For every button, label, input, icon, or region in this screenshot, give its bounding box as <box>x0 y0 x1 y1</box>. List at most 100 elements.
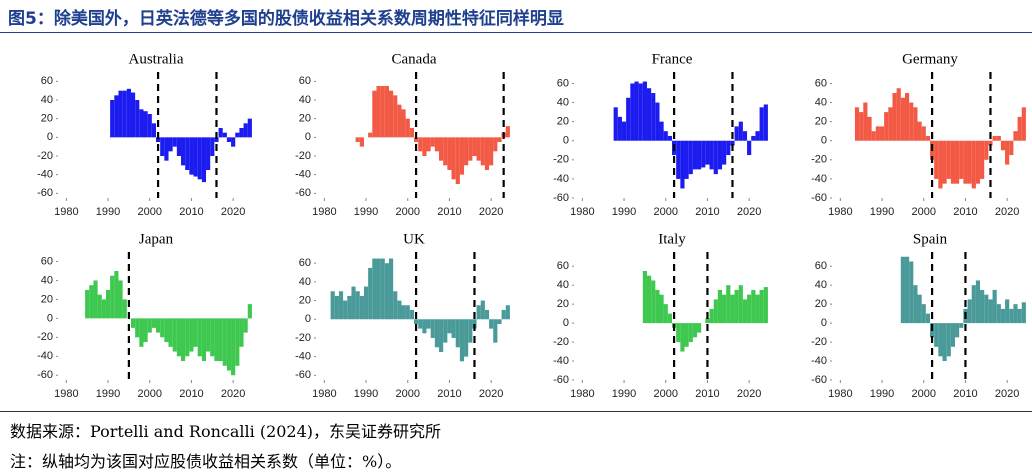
bar <box>397 300 402 320</box>
bar <box>759 107 764 141</box>
bar <box>680 140 685 189</box>
bar <box>164 318 169 343</box>
bar <box>160 137 165 156</box>
x-tick-label: 1990 <box>612 206 636 218</box>
y-tick-label: 20 <box>815 298 827 310</box>
y-tick-label: 0 <box>563 317 569 329</box>
title-rule <box>0 32 1032 33</box>
bar <box>130 318 136 328</box>
y-tick-label: -20 <box>295 332 311 344</box>
y-tick-label: 60 <box>299 257 311 269</box>
bar <box>388 90 394 138</box>
bar <box>426 319 431 329</box>
bar <box>705 318 710 324</box>
y-tick-label: -40 <box>811 173 827 185</box>
y-tick-label: -60 <box>811 374 827 386</box>
bar <box>380 258 385 320</box>
bar <box>451 319 456 338</box>
bar <box>900 97 905 141</box>
bar <box>447 319 452 334</box>
bar <box>126 88 131 138</box>
bar <box>222 132 227 138</box>
bar <box>476 137 481 161</box>
bar <box>181 137 186 166</box>
bar <box>214 137 219 142</box>
x-tick-label: 2000 <box>396 388 420 400</box>
bar <box>101 299 106 319</box>
bar <box>726 140 731 156</box>
bar <box>663 131 668 141</box>
bar <box>147 318 152 333</box>
bar <box>763 287 768 324</box>
y-tick-label: 0 <box>821 135 827 147</box>
bar <box>497 319 502 324</box>
bar <box>942 323 947 362</box>
bar <box>884 112 889 141</box>
bar <box>684 323 689 347</box>
y-tick-label: -60 <box>295 187 311 199</box>
x-tick-label: 1990 <box>612 388 636 400</box>
bar <box>755 131 760 141</box>
x-tick-label: 1980 <box>54 206 78 218</box>
bar <box>751 289 756 324</box>
x-tick-label: 1990 <box>870 206 894 218</box>
bar <box>405 118 410 138</box>
bar <box>376 86 381 138</box>
bar <box>726 285 731 324</box>
bar <box>738 121 743 141</box>
bar <box>505 126 510 138</box>
bar <box>181 318 186 362</box>
panel-title: Australia <box>129 51 184 67</box>
bar <box>659 121 664 141</box>
bar <box>730 294 735 324</box>
bar <box>355 137 360 142</box>
bar <box>185 137 190 170</box>
x-tick-label: 1980 <box>828 388 852 400</box>
bar <box>380 86 385 138</box>
y-tick-label: -20 <box>37 150 53 162</box>
bar <box>343 300 348 320</box>
bar <box>139 109 144 138</box>
bar <box>1009 140 1014 156</box>
x-tick-label: 2010 <box>179 206 203 218</box>
bar <box>226 137 232 142</box>
bar <box>439 137 444 161</box>
x-tick-label: 1980 <box>828 206 852 218</box>
bar <box>334 295 339 320</box>
bar <box>397 104 402 138</box>
bar <box>459 137 465 175</box>
bar <box>934 323 939 347</box>
bar <box>160 318 165 338</box>
bar <box>430 137 435 147</box>
bar <box>384 263 389 320</box>
bar <box>156 318 161 333</box>
panel-title: Canada <box>392 51 437 67</box>
bar <box>709 308 714 324</box>
bar <box>642 270 647 324</box>
bar <box>925 313 930 324</box>
bar <box>338 291 344 320</box>
y-tick-label: 0 <box>47 131 53 143</box>
y-tick-label: -40 <box>295 169 311 181</box>
bar <box>946 140 951 179</box>
bar <box>747 140 752 156</box>
bar <box>904 93 910 141</box>
bar <box>988 140 993 146</box>
bar <box>709 140 714 170</box>
bar <box>110 100 115 138</box>
x-tick-label: 2000 <box>138 388 162 400</box>
bar <box>135 318 140 338</box>
x-tick-label: 2020 <box>221 206 245 218</box>
x-tick-label: 2000 <box>654 206 678 218</box>
bar <box>493 137 498 152</box>
y-tick-label: -20 <box>37 331 53 343</box>
y-tick-label: 40 <box>557 279 569 291</box>
y-tick-label: 60 <box>41 255 53 267</box>
bar <box>896 88 901 141</box>
bar <box>176 318 182 357</box>
bar <box>243 318 248 333</box>
x-tick-label: 1990 <box>96 206 120 218</box>
x-tick-label: 1980 <box>570 388 594 400</box>
bar <box>384 86 389 138</box>
